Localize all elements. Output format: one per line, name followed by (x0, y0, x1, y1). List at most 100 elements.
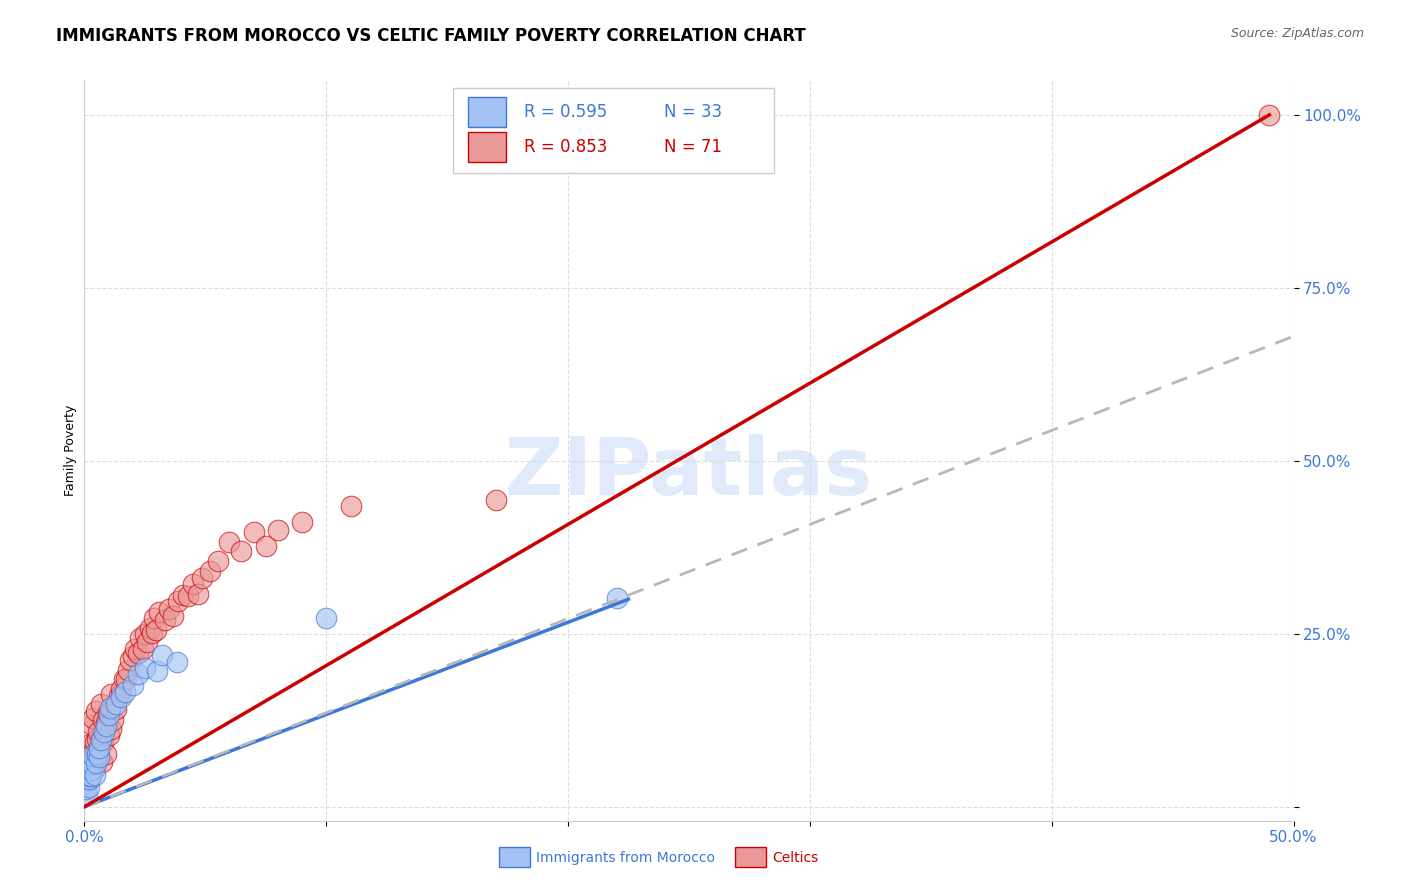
Point (90, 732, 112, 747)
FancyBboxPatch shape (468, 132, 506, 161)
Point (86, 750, 108, 764)
Point (91, 734, 114, 748)
Point (80, 756, 103, 771)
Point (128, 631, 150, 645)
Point (76, 788, 98, 802)
Point (108, 689, 131, 703)
Point (121, 678, 143, 692)
Point (82, 711, 104, 725)
FancyBboxPatch shape (468, 97, 506, 127)
Point (150, 648, 173, 662)
Point (86, 704, 108, 718)
FancyBboxPatch shape (453, 87, 773, 173)
Point (94, 715, 117, 730)
Point (90, 698, 112, 712)
Point (136, 635, 159, 649)
Point (100, 722, 122, 736)
Point (77, 749, 100, 764)
Point (1258, 108, 1281, 122)
Point (114, 685, 136, 699)
Text: IMMIGRANTS FROM MOROCCO VS CELTIC FAMILY POVERTY CORRELATION CHART: IMMIGRANTS FROM MOROCCO VS CELTIC FAMILY… (56, 27, 806, 45)
Point (89, 747, 111, 762)
Point (83, 761, 105, 775)
Point (146, 665, 169, 679)
Point (96, 747, 118, 762)
Point (76, 764, 98, 778)
Text: R = 0.595: R = 0.595 (524, 103, 607, 121)
Point (110, 690, 132, 705)
Point (96, 719, 118, 733)
Point (606, 591, 628, 605)
Point (124, 642, 146, 657)
Point (110, 682, 132, 697)
Point (89, 740, 111, 755)
Point (187, 587, 209, 601)
Point (86, 756, 108, 770)
Point (75, 782, 97, 797)
Point (254, 539, 277, 553)
Point (148, 605, 170, 619)
Point (138, 621, 160, 635)
Point (97, 708, 120, 723)
Point (267, 523, 290, 537)
Point (132, 642, 155, 657)
Text: Source: ZipAtlas.com: Source: ZipAtlas.com (1230, 27, 1364, 40)
Point (127, 646, 149, 660)
Point (77, 772, 100, 787)
Point (177, 589, 200, 603)
Point (90, 733, 112, 747)
Point (93, 725, 115, 739)
Point (104, 702, 127, 716)
Y-axis label: Family Poverty: Family Poverty (65, 405, 77, 496)
Point (166, 655, 188, 669)
Point (90, 755, 112, 769)
Point (127, 666, 149, 681)
Point (80, 764, 103, 778)
Point (80, 747, 103, 762)
Point (98, 728, 121, 742)
Point (82, 748, 104, 763)
Point (145, 623, 167, 637)
Text: Immigrants from Morocco: Immigrants from Morocco (536, 851, 714, 865)
Point (120, 653, 142, 667)
Text: N = 33: N = 33 (664, 103, 721, 121)
Point (315, 610, 337, 624)
Point (115, 672, 138, 686)
Point (80, 718, 103, 732)
Point (75, 763, 97, 777)
Point (83, 768, 105, 782)
Point (218, 534, 240, 549)
Point (97, 706, 120, 721)
Text: ZIPatlas: ZIPatlas (505, 434, 873, 512)
Point (153, 613, 176, 627)
Point (172, 588, 194, 602)
Point (75, 748, 97, 763)
Point (191, 571, 214, 585)
Point (80, 763, 103, 777)
Point (86, 732, 108, 747)
Point (93, 713, 115, 727)
Text: N = 71: N = 71 (664, 138, 721, 156)
Point (79, 737, 101, 751)
Point (141, 626, 163, 640)
Text: R = 0.853: R = 0.853 (524, 138, 607, 156)
Point (77, 780, 100, 794)
Text: Celtics: Celtics (772, 851, 818, 865)
Point (100, 700, 122, 714)
Point (76, 772, 98, 787)
Point (243, 525, 266, 540)
Point (181, 577, 204, 591)
Point (157, 601, 180, 615)
Point (134, 627, 156, 641)
Point (104, 697, 127, 711)
Point (75, 777, 97, 791)
Point (207, 554, 229, 568)
Point (87, 750, 110, 764)
Point (143, 611, 166, 625)
Point (87, 724, 110, 739)
Point (134, 661, 156, 675)
Point (83, 735, 105, 749)
Point (76, 773, 98, 788)
Point (100, 687, 122, 701)
Point (231, 544, 253, 558)
